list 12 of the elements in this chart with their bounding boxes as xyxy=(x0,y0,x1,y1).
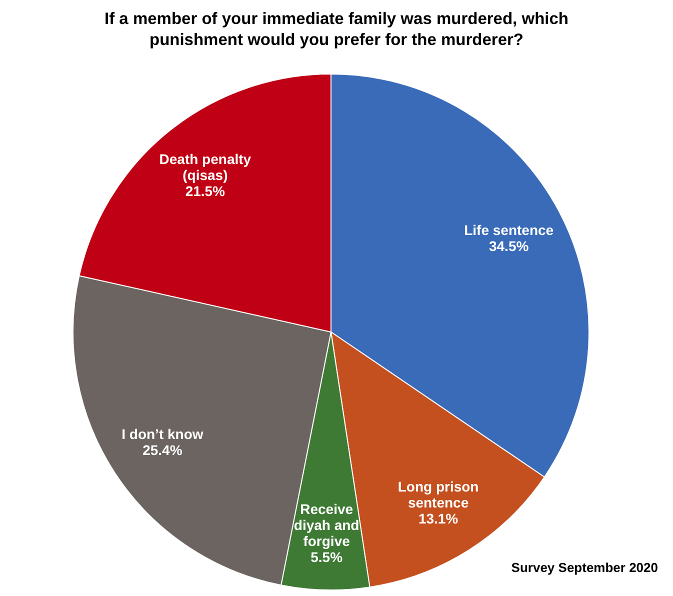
data-label: 25.4% xyxy=(142,442,183,458)
slice-label: Life sentence xyxy=(464,222,554,238)
data-label: 13.1% xyxy=(418,510,459,526)
slice-label: Receive diyah and forgive xyxy=(294,501,360,550)
chart-title: If a member of your immediate family was murdered, which punishment would you prefer for the murderer? xyxy=(104,10,568,49)
slice-label: Long prison sentence xyxy=(398,478,479,510)
data-label: 21.5% xyxy=(185,182,226,199)
data-label: 5.5% xyxy=(310,549,344,566)
text: Survey September 2020 xyxy=(511,560,658,575)
slice-label: I don’t know xyxy=(122,426,204,442)
slice-label: Death penalty (qisas) xyxy=(159,150,252,183)
data-label: 34.5% xyxy=(488,238,530,254)
